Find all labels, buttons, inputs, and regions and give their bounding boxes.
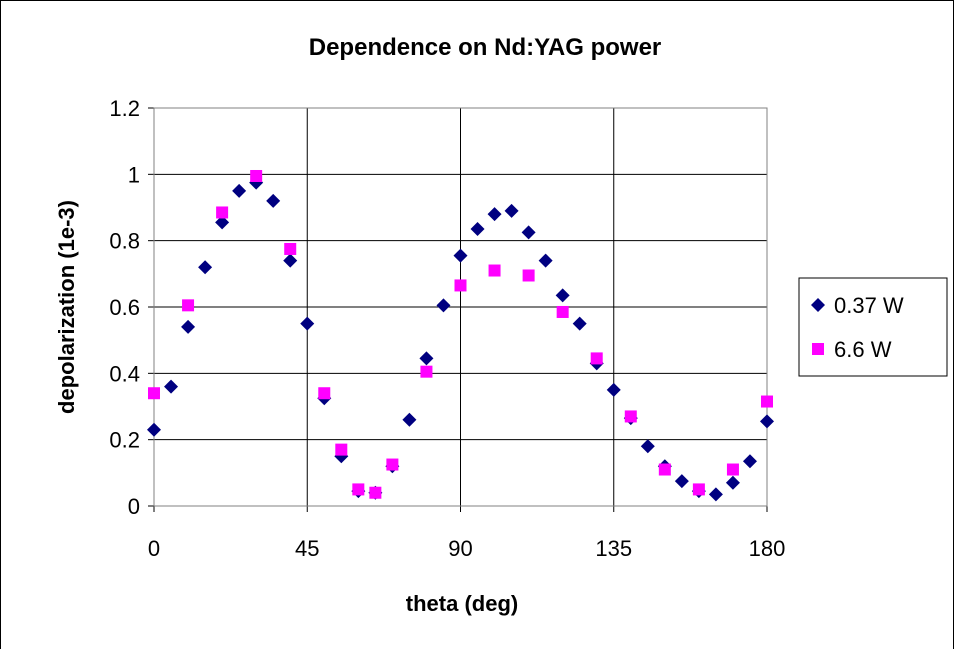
- marker: [624, 410, 637, 423]
- marker: [300, 316, 315, 331]
- marker: [182, 299, 195, 312]
- marker: [284, 242, 297, 255]
- marker: [266, 193, 281, 208]
- y-tick-label: 1: [128, 162, 140, 187]
- marker: [658, 463, 671, 476]
- marker: [538, 253, 553, 268]
- marker: [369, 486, 382, 499]
- marker: [572, 316, 587, 331]
- marker: [335, 443, 348, 456]
- legend-label: 6.6 W: [834, 337, 892, 362]
- x-tick-label: 180: [749, 536, 786, 561]
- x-tick-label: 0: [148, 536, 160, 561]
- marker: [402, 412, 417, 427]
- marker: [215, 215, 230, 230]
- chart-title: Dependence on Nd:YAG power: [309, 34, 662, 61]
- marker: [504, 203, 519, 218]
- marker: [590, 352, 603, 365]
- marker: [488, 264, 501, 277]
- x-axis-label: theta (deg): [406, 591, 518, 616]
- x-tick-label: 135: [595, 536, 632, 561]
- marker: [606, 382, 621, 397]
- marker: [556, 305, 569, 318]
- marker: [708, 487, 723, 502]
- marker: [147, 422, 161, 437]
- marker: [419, 351, 434, 366]
- x-tick-label: 90: [448, 536, 472, 561]
- marker: [250, 169, 263, 182]
- y-tick-label: 0.2: [109, 428, 140, 453]
- marker: [674, 474, 689, 489]
- legend-marker: [812, 343, 824, 355]
- marker: [386, 458, 399, 471]
- legend-marker: [811, 298, 825, 312]
- marker: [522, 269, 535, 282]
- y-tick-label: 0.4: [109, 361, 140, 386]
- marker: [318, 387, 331, 400]
- marker: [420, 365, 433, 378]
- marker: [725, 475, 740, 490]
- plot-area: [153, 107, 768, 507]
- marker: [555, 288, 570, 303]
- y-tick-label: 0.6: [109, 295, 140, 320]
- marker: [352, 483, 365, 496]
- marker: [640, 439, 655, 454]
- marker: [232, 183, 247, 198]
- y-tick-label: 0: [128, 494, 140, 519]
- marker: [761, 395, 773, 408]
- legend-box: [798, 277, 948, 377]
- y-axis-label: depolarization (1e-3): [54, 200, 79, 414]
- y-tick-label: 0.8: [109, 229, 140, 254]
- y-tick-label: 1.2: [109, 96, 140, 121]
- marker: [454, 279, 467, 292]
- marker: [148, 387, 160, 400]
- marker: [164, 379, 179, 394]
- marker: [436, 298, 451, 313]
- marker: [181, 319, 196, 334]
- x-tick-label: 45: [295, 536, 319, 561]
- marker: [521, 225, 536, 240]
- marker: [692, 483, 705, 496]
- marker: [283, 253, 298, 268]
- marker: [726, 463, 739, 476]
- legend-label: 0.37 W: [834, 293, 904, 318]
- marker: [470, 222, 485, 237]
- marker: [216, 206, 229, 219]
- marker: [453, 248, 468, 263]
- marker: [742, 454, 757, 469]
- marker: [198, 260, 213, 275]
- marker: [760, 414, 774, 429]
- marker: [487, 207, 502, 222]
